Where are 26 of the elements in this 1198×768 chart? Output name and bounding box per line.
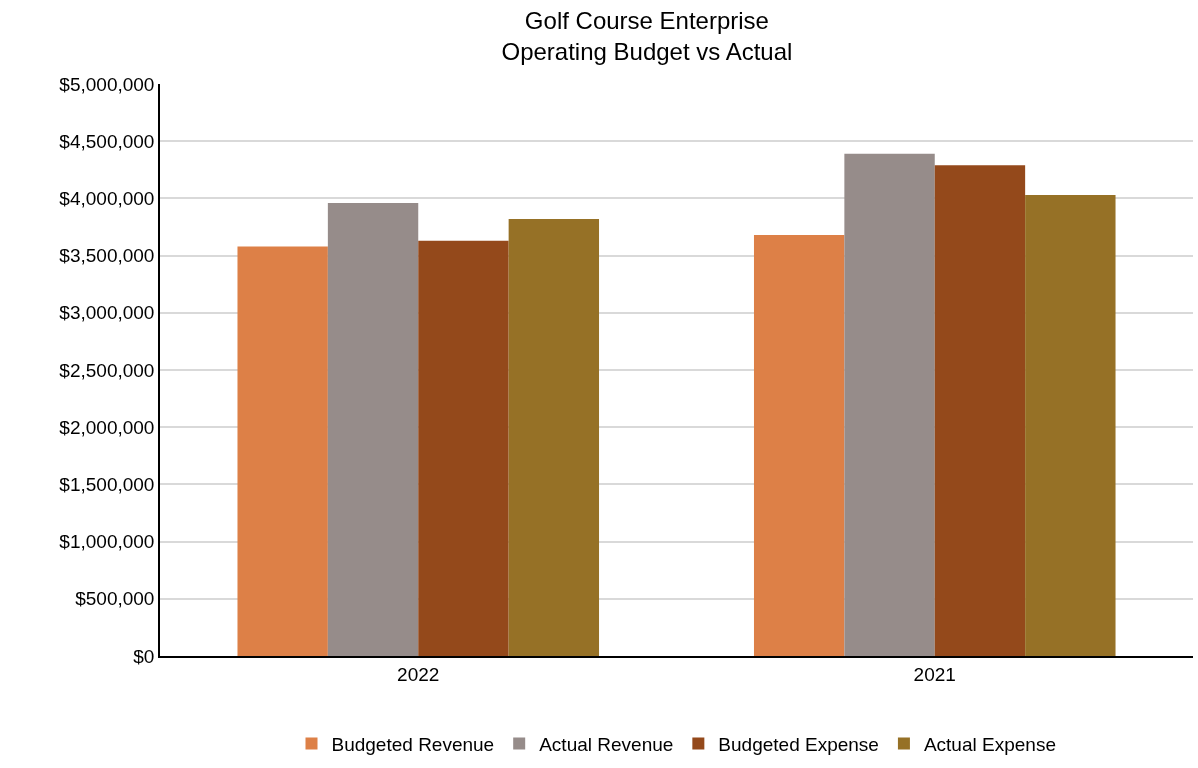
bar: [327, 202, 419, 656]
legend-label: Actual Expense: [923, 733, 1056, 755]
bar: [934, 165, 1026, 656]
y-tick-label: $4,500,000: [59, 130, 155, 152]
bar: [237, 246, 328, 656]
bar: [508, 218, 600, 656]
x-tick-label: 2022: [397, 663, 440, 685]
y-tick-label: $2,000,000: [59, 416, 155, 438]
bar: [1025, 194, 1116, 656]
legend-label: Budgeted Expense: [718, 733, 879, 755]
y-tick-label: $2,500,000: [59, 359, 155, 381]
y-tick-label: $3,500,000: [59, 245, 155, 267]
x-tick-label: 2021: [913, 663, 956, 685]
bar: [844, 153, 935, 656]
y-tick-label: $5,000,000: [59, 73, 155, 95]
y-tick-label: $1,500,000: [59, 474, 155, 496]
bar: [418, 240, 509, 656]
chart-title: Golf Course Enterprise Operating Budget vs Actual: [501, 6, 793, 65]
y-tick-label: $0: [133, 645, 155, 667]
bar: [753, 235, 845, 656]
y-tick-label: $4,000,000: [59, 188, 155, 210]
y-tick-label: $3,000,000: [59, 302, 155, 324]
legend-label: Actual Revenue: [539, 733, 674, 755]
legend-label: Budgeted Revenue: [331, 733, 495, 755]
y-tick-label: $500,000: [75, 588, 155, 610]
y-tick-label: $1,000,000: [59, 531, 155, 553]
